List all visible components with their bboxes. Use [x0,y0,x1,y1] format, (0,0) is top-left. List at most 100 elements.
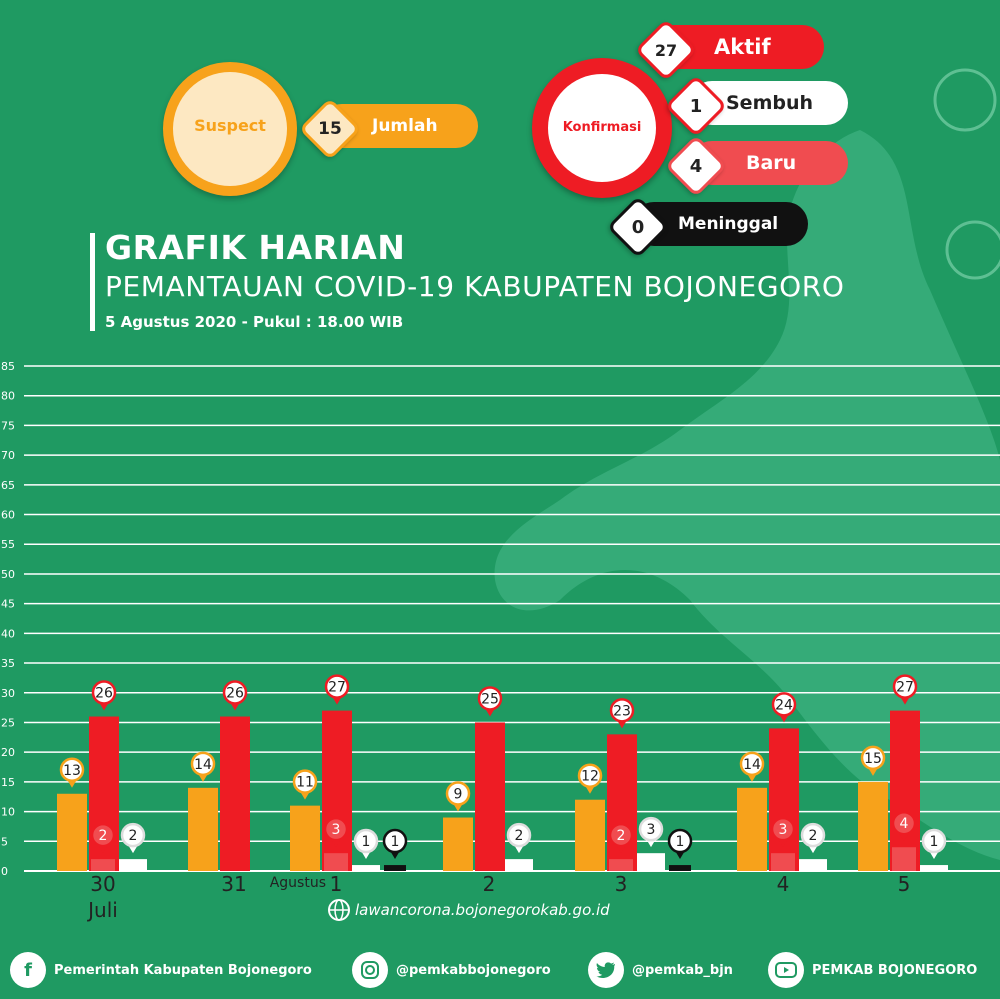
x-tick-label: 31 [221,872,246,896]
footer-instagram[interactable]: @pemkabbojonegoro [352,952,551,988]
value-label-bubble [91,680,117,705]
y-tick-label: 5 [1,835,8,848]
y-tick-label: 40 [1,627,15,640]
suspect-circle: Suspect [163,62,297,196]
value-label-bubble [860,745,886,771]
bar-suspect [290,805,320,871]
y-tick-label: 75 [1,419,15,432]
value-label-bubble [120,822,146,848]
x-tick-label: 5 [898,872,911,896]
y-tick-label: 30 [1,687,15,700]
y-tick-label: 70 [1,449,15,462]
bar-suspect [57,793,87,871]
meninggal-value: 0 [631,216,645,238]
value-label-bubble [771,692,797,717]
value-label-bubble [739,751,765,777]
value-label-bubble [506,822,532,848]
footer-youtube[interactable]: PEMKAB BOJONEGORO [768,952,977,988]
twitter-text: @pemkab_bjn [632,962,733,978]
baru-pill: Baru [690,141,848,185]
bar-baru [892,847,916,871]
value-label-aktif: 23 [613,703,631,719]
y-tick-label: 10 [1,806,15,819]
value-label-bubble [770,816,796,842]
y-tick-label: 35 [1,657,15,670]
value-label-bubble [609,698,635,723]
x-tick-label: 2 [483,872,496,896]
value-label-bubble [477,686,503,711]
x-tick-label: 3 [615,872,628,896]
value-label-suspect: 11 [296,775,314,791]
y-tick-label: 20 [1,746,15,759]
value-label-bubble [445,781,471,806]
bar-sembuh [920,865,948,871]
twitter-icon [588,952,624,988]
facebook-icon: f [10,952,46,988]
youtube-text: PEMKAB BOJONEGORO [812,962,978,978]
y-tick-label: 65 [1,479,15,492]
report-date: 5 Agustus 2020 - Pukul : 18.00 WIB [105,313,404,331]
aktif-value: 27 [654,40,678,60]
value-label-meninggal: 1 [676,834,685,850]
website-link[interactable]: lawancorona.bojonegorokab.go.id [327,898,610,922]
sembuh-label: Sembuh [726,92,814,114]
page-title: GRAFIK HARIAN [105,228,406,267]
bar-suspect [858,781,888,871]
value-label-baru: 2 [617,828,626,844]
bar-sembuh [799,859,827,871]
bar-baru [91,859,115,871]
value-label-sembuh: 1 [362,834,371,850]
footer-facebook[interactable]: f Pemerintah Kabupaten Bojonegoro [10,952,312,988]
value-label-bubble [892,674,918,699]
value-label-aktif: 27 [896,680,914,696]
y-tick-label: 60 [1,509,15,522]
value-label-bubble [577,763,603,788]
value-label-baru: 3 [779,822,788,838]
bar-suspect [575,799,605,871]
value-label-bubble [292,769,318,794]
bar-sembuh [352,865,380,871]
bar-suspect [443,817,473,871]
globe-icon [328,899,350,921]
bar-aktif [890,710,920,871]
bar-aktif [769,728,799,871]
bar-meninggal [669,865,691,871]
value-label-bubble [921,828,947,854]
instagram-text: @pemkabbojonegoro [396,962,551,978]
y-tick-label: 50 [1,568,15,581]
x-tick-label: 30 [90,872,115,896]
youtube-icon [768,952,804,988]
x-tick-sublabel: Juli [86,898,118,922]
value-label-suspect: 9 [454,787,463,803]
facebook-text: Pemerintah Kabupaten Bojonegoro [54,962,312,978]
value-label-suspect: 12 [581,769,599,785]
suspect-value: 15 [318,119,342,139]
value-label-sembuh: 2 [129,828,138,844]
footer-twitter[interactable]: @pemkab_bjn [588,952,733,988]
value-label-bubble [90,822,116,848]
bar-suspect [188,787,218,871]
bar-suspect [737,787,767,871]
value-label-bubble [382,828,408,854]
konfirmasi-circle: Konfirmasi [532,58,672,198]
website-text: lawancorona.bojonegorokab.go.id [355,901,610,919]
aktif-label: Aktif [714,35,771,59]
baru-label: Baru [746,152,797,174]
baru-value: 4 [689,155,703,177]
y-tick-label: 85 [1,360,15,373]
value-label-sembuh: 2 [515,828,524,844]
value-label-bubble [638,816,664,842]
value-label-aktif: 26 [226,686,244,702]
value-label-aktif: 27 [328,680,346,696]
value-label-bubble [353,828,379,854]
suspect-label: Suspect [194,116,266,135]
value-label-sembuh: 3 [647,822,656,838]
y-tick-label: 0 [1,865,8,878]
value-label-suspect: 13 [63,763,81,779]
value-label-aktif: 24 [775,697,793,713]
value-label-bubble [324,674,350,699]
value-label-sembuh: 2 [809,828,818,844]
x-tick-label: 1 [330,872,343,896]
value-label-bubble [190,751,216,777]
